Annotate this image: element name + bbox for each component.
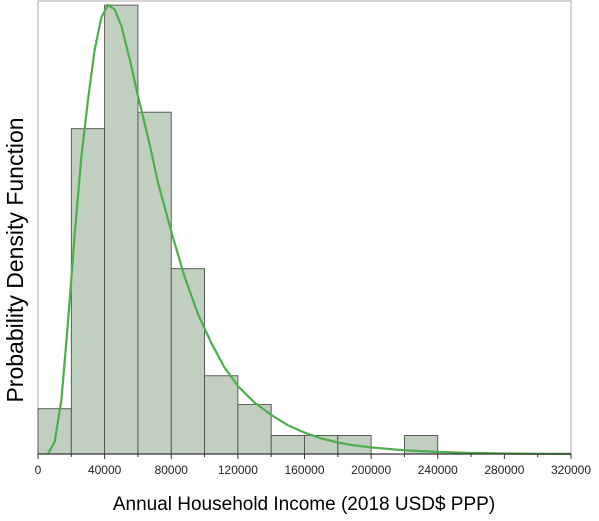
- x-tick-label: 320000: [551, 463, 591, 477]
- x-tick-label: 40000: [88, 463, 122, 477]
- x-tick-label: 280000: [484, 463, 524, 477]
- histogram-bar: [170, 268, 206, 455]
- histogram-bar: [237, 404, 272, 455]
- histogram-bar: [204, 375, 239, 455]
- x-tick-label: 160000: [284, 463, 324, 477]
- x-tick-label: 0: [35, 463, 42, 477]
- histogram-bars: [37, 4, 439, 455]
- x-axis-title: Annual Household Income (2018 USD$ PPP): [113, 494, 495, 515]
- x-axis-ticks: 0 40000 80000 120000 160000 200000 240000 28000…: [35, 454, 591, 477]
- histogram-bar: [270, 435, 305, 455]
- histogram-bar: [37, 408, 72, 455]
- histogram-bar: [70, 128, 106, 455]
- x-tick-label: 120000: [218, 463, 258, 477]
- x-tick-label: 240000: [418, 463, 458, 477]
- histogram-bar: [104, 4, 139, 455]
- y-axis-title: Probability Density Function: [2, 117, 28, 402]
- density-curve: [47, 3, 572, 455]
- x-tick-label: 200000: [351, 463, 391, 477]
- x-tick-label: 80000: [155, 463, 189, 477]
